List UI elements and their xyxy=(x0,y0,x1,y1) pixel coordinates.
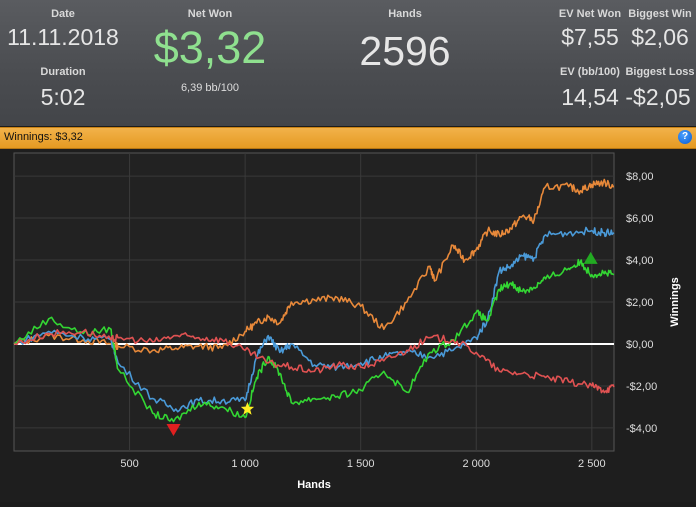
date-label: Date xyxy=(51,8,75,20)
ev-bb100-value: 14,54 xyxy=(561,84,619,110)
net-won-value: $3,32 xyxy=(153,22,267,73)
duration-value: 5:02 xyxy=(40,84,86,110)
y-tick-label: $4,00 xyxy=(626,255,654,267)
y-tick-label: $2,00 xyxy=(626,297,654,309)
y-tick-label: -$2,00 xyxy=(626,381,657,393)
x-tick-label: 2 000 xyxy=(462,458,490,470)
stats-header: Date 11.11.2018 Duration 5:02 Net Won $3… xyxy=(0,0,696,126)
winnings-bar: Winnings: $3,32 ? xyxy=(0,127,696,149)
winnings-chart: $8,00 $6,00 $4,00 $2,00 $0,00 -$2,00 -$4,00 500… xyxy=(0,149,696,502)
hands-value: 2596 xyxy=(359,28,451,74)
biggest-win-label: Biggest Win xyxy=(628,8,692,20)
y-tick-label: -$4,00 xyxy=(626,423,657,435)
winnings-bar-text: Winnings: $3,32 xyxy=(4,131,83,143)
biggest-loss-value: -$2,05 xyxy=(625,84,691,110)
y-axis-label: Winnings xyxy=(669,277,681,326)
star-marker xyxy=(240,402,255,415)
x-axis-label: Hands xyxy=(297,479,331,491)
help-icon[interactable]: ? xyxy=(678,130,692,144)
x-tick-label: 500 xyxy=(120,458,138,470)
ev-net-won-value: $7,55 xyxy=(561,24,619,50)
winnings-chart-svg: $8,00 $6,00 $4,00 $2,00 $0,00 -$2,00 -$4,00 500… xyxy=(13,152,681,491)
hands-label: Hands xyxy=(388,8,422,20)
net-won-label: Net Won xyxy=(187,8,233,20)
x-tick-label: 1 000 xyxy=(231,458,259,470)
date-value: 11.11.2018 xyxy=(7,24,119,50)
net-won-bb100: 6,39 bb/100 xyxy=(180,82,240,94)
y-tick-label: $0,00 xyxy=(626,339,654,351)
x-tick-label: 2 500 xyxy=(578,458,606,470)
series-line xyxy=(13,328,615,394)
y-tick-label: $8,00 xyxy=(626,171,654,183)
biggest-win-marker xyxy=(583,251,598,264)
series-line xyxy=(13,178,615,354)
biggest-loss-marker xyxy=(166,424,181,437)
x-tick-label: 1 500 xyxy=(347,458,375,470)
y-tick-label: $6,00 xyxy=(626,213,654,225)
duration-label: Duration xyxy=(40,66,86,78)
biggest-win-value: $2,06 xyxy=(631,24,689,50)
ev-net-won-label: EV Net Won xyxy=(558,8,622,20)
biggest-loss-label: Biggest Loss xyxy=(625,66,695,78)
ev-bb100-label: EV (bb/100) xyxy=(560,66,620,78)
series-line xyxy=(13,258,615,423)
